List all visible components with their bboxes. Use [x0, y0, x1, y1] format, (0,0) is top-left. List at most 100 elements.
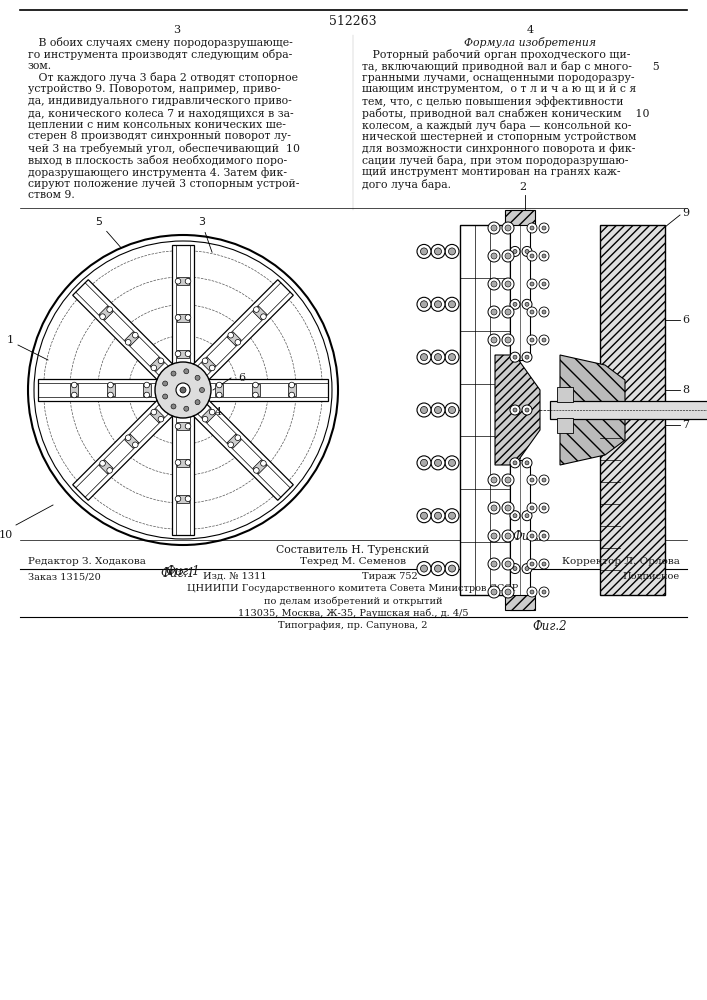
Circle shape [530, 310, 534, 314]
Circle shape [542, 590, 546, 594]
Circle shape [448, 512, 455, 519]
Circle shape [488, 586, 500, 598]
Circle shape [502, 558, 514, 570]
Circle shape [435, 248, 441, 255]
Circle shape [163, 394, 168, 399]
Bar [215, 384, 223, 396]
Circle shape [175, 278, 181, 284]
Text: В обоих случаях смену породоразрушающе-: В обоих случаях смену породоразрушающе- [28, 37, 293, 48]
Text: 4: 4 [527, 25, 534, 35]
Circle shape [144, 382, 150, 388]
Circle shape [417, 456, 431, 470]
Text: Техред М. Семенов: Техред М. Семенов [300, 557, 406, 566]
Circle shape [100, 461, 105, 466]
Bar [143, 384, 151, 396]
Circle shape [235, 435, 240, 441]
Circle shape [488, 502, 500, 514]
Bar [70, 384, 78, 396]
Circle shape [421, 512, 428, 519]
Circle shape [513, 461, 517, 465]
Text: для возможности синхронного поворота и фик-: для возможности синхронного поворота и ф… [362, 143, 636, 154]
Circle shape [421, 565, 428, 572]
Circle shape [421, 406, 428, 414]
Bar [172, 245, 194, 535]
Circle shape [505, 281, 511, 287]
Text: Типография, пр. Сапунова, 2: Типография, пр. Сапунова, 2 [279, 621, 428, 630]
Circle shape [539, 587, 549, 597]
Text: 6: 6 [682, 315, 689, 325]
Circle shape [175, 351, 181, 357]
Circle shape [158, 358, 164, 364]
Circle shape [417, 509, 431, 523]
Text: 9: 9 [682, 208, 689, 218]
Text: 7: 7 [682, 420, 689, 430]
Circle shape [530, 590, 534, 594]
Circle shape [491, 561, 497, 567]
Circle shape [132, 442, 138, 448]
Circle shape [522, 511, 532, 521]
Circle shape [107, 392, 113, 398]
Bar [73, 280, 293, 500]
Circle shape [530, 282, 534, 286]
Circle shape [448, 354, 455, 361]
Bar [99, 306, 113, 320]
Text: Изд. № 1311: Изд. № 1311 [203, 572, 267, 581]
Circle shape [505, 589, 511, 595]
Text: щий инструмент монтирован на гранях каж-: щий инструмент монтирован на гранях каж- [362, 167, 621, 177]
Circle shape [525, 514, 529, 518]
Circle shape [448, 301, 455, 308]
Circle shape [513, 514, 517, 518]
Text: та, включающий приводной вал и бар с много-      5: та, включающий приводной вал и бар с мно… [362, 61, 660, 72]
Bar [227, 434, 241, 448]
Circle shape [539, 307, 549, 317]
Circle shape [435, 301, 441, 308]
Circle shape [527, 531, 537, 541]
Circle shape [71, 392, 77, 398]
Circle shape [216, 392, 222, 398]
Bar [460, 225, 510, 595]
Circle shape [488, 558, 500, 570]
Circle shape [289, 392, 295, 398]
Circle shape [530, 506, 534, 510]
Circle shape [151, 365, 157, 371]
Circle shape [125, 339, 131, 345]
Circle shape [491, 281, 497, 287]
Circle shape [435, 459, 441, 466]
Polygon shape [560, 355, 625, 465]
Bar [151, 357, 165, 371]
Circle shape [542, 254, 546, 258]
Text: 6: 6 [238, 373, 245, 383]
Circle shape [445, 244, 459, 258]
Circle shape [513, 408, 517, 412]
Circle shape [209, 365, 215, 371]
Circle shape [488, 278, 500, 290]
Circle shape [421, 459, 428, 466]
Circle shape [530, 562, 534, 566]
Circle shape [144, 392, 150, 398]
Circle shape [525, 302, 529, 306]
Circle shape [530, 226, 534, 230]
Circle shape [417, 562, 431, 576]
Bar [151, 409, 165, 423]
Text: 8: 8 [682, 385, 689, 395]
Circle shape [491, 533, 497, 539]
Circle shape [184, 369, 189, 374]
Circle shape [513, 567, 517, 571]
Text: Тираж 752: Тираж 752 [362, 572, 418, 581]
Circle shape [491, 253, 497, 259]
Circle shape [525, 249, 529, 253]
Circle shape [525, 461, 529, 465]
Circle shape [435, 565, 441, 572]
Text: по делам изобретений и открытий: по делам изобретений и открытий [264, 596, 443, 605]
Text: да, индивидуального гидравлического приво-: да, индивидуального гидравлического прив… [28, 96, 292, 106]
Circle shape [435, 512, 441, 519]
Circle shape [542, 310, 546, 314]
Circle shape [522, 299, 532, 309]
Bar [177, 277, 189, 285]
Text: го инструмента производят следующим обра-: го инструмента производят следующим обра… [28, 49, 292, 60]
Circle shape [527, 279, 537, 289]
Circle shape [175, 460, 181, 465]
Circle shape [542, 562, 546, 566]
Circle shape [513, 355, 517, 359]
Circle shape [261, 461, 267, 466]
